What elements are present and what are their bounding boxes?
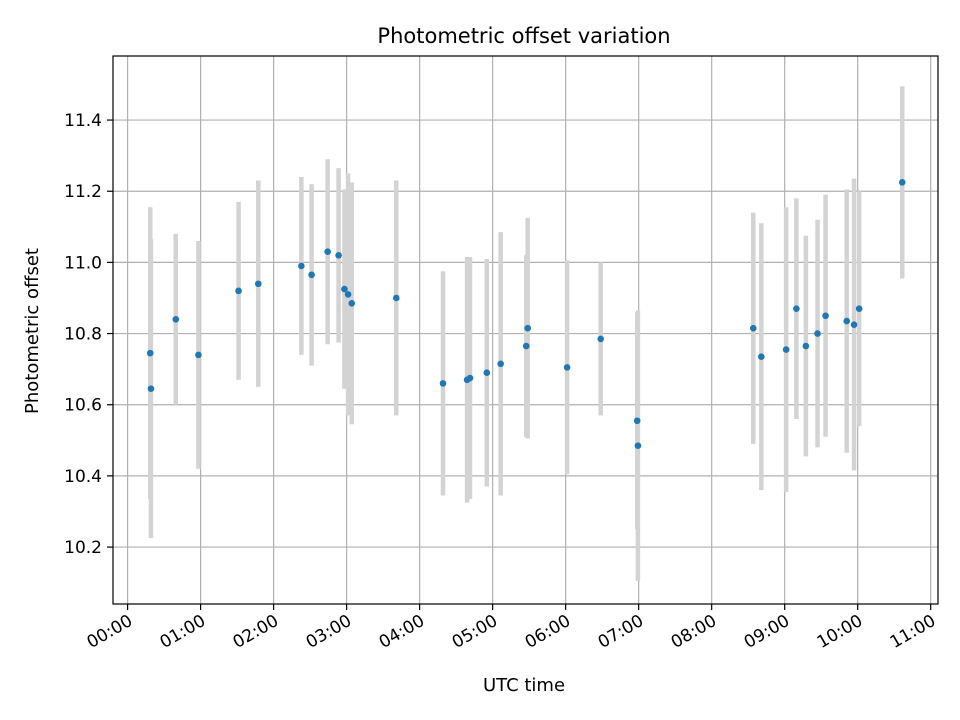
data-point: [195, 351, 202, 359]
data-point: [822, 312, 829, 320]
axes-frame: [112, 55, 939, 605]
chart-title: Photometric offset variation: [377, 24, 670, 48]
y-tick-label: 10.8: [64, 325, 102, 345]
y-axis-title: Photometric offset: [22, 248, 43, 414]
data-point: [344, 291, 352, 298]
data-point: [308, 271, 315, 279]
data-point: [483, 369, 491, 377]
data-point: [348, 300, 356, 307]
data-point: [633, 417, 641, 425]
data-point: [341, 285, 348, 293]
y-tick-label: 10.6: [64, 396, 102, 416]
data-point: [439, 380, 447, 387]
data-point: [298, 262, 305, 270]
data-point: [497, 360, 504, 368]
data-point: [392, 294, 400, 302]
data-points: [146, 179, 906, 449]
data-point: [634, 442, 642, 449]
data-point: [758, 353, 765, 360]
y-tick-label: 11.0: [64, 253, 102, 273]
data-point: [793, 305, 800, 312]
data-point: [814, 330, 821, 337]
x-axis-title: UTC time: [483, 675, 565, 696]
data-point: [782, 346, 790, 353]
data-point: [324, 248, 331, 256]
data-point: [254, 280, 262, 288]
data-point: [235, 287, 242, 295]
data-point: [172, 316, 180, 323]
data-point: [466, 374, 474, 382]
data-point: [522, 342, 530, 350]
y-tick-label: 11.4: [64, 111, 102, 131]
data-point: [850, 321, 858, 328]
data-point: [335, 251, 342, 259]
data-point: [843, 317, 851, 325]
y-tick-label: 10.2: [64, 538, 102, 558]
data-point: [146, 349, 154, 357]
data-point: [898, 179, 906, 186]
data-point: [855, 305, 863, 312]
data-point: [749, 324, 757, 332]
data-point: [563, 364, 571, 371]
data-point: [597, 335, 604, 343]
data-point: [802, 342, 810, 350]
data-point: [147, 385, 155, 393]
data-point: [524, 324, 531, 332]
y-tick-label: 10.4: [64, 467, 102, 487]
y-tick-label: 11.2: [64, 182, 102, 202]
